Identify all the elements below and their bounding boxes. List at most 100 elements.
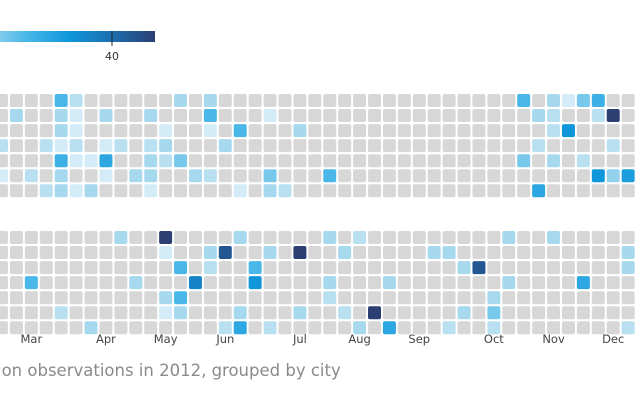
x-tick-label: Dec <box>602 332 624 346</box>
heatmap-cell-empty <box>308 291 322 305</box>
heatmap-cell-empty <box>293 321 307 335</box>
heatmap-cell-empty <box>561 321 575 335</box>
heatmap-cell-empty <box>233 276 247 290</box>
heatmap-cell-empty <box>84 109 98 123</box>
heatmap-cell-filled <box>606 169 620 183</box>
heatmap-cell-empty <box>24 261 38 275</box>
heatmap-cell-filled <box>69 139 83 153</box>
heatmap-cell-empty <box>532 306 546 320</box>
heatmap-cell-empty <box>532 124 546 138</box>
heatmap-cell-empty <box>188 94 202 107</box>
heatmap-cell-empty <box>99 231 113 244</box>
heatmap-cell-empty <box>0 276 8 290</box>
heatmap-cell-empty <box>427 306 441 320</box>
heatmap-cell-empty <box>263 94 277 107</box>
heatmap-cell-filled <box>442 246 456 260</box>
heatmap-cell-filled <box>576 276 590 290</box>
heatmap-cell-empty <box>144 94 158 107</box>
heatmap-cell-empty <box>174 124 188 138</box>
heatmap-cell-empty <box>517 139 531 153</box>
heatmap-cell-empty <box>308 261 322 275</box>
heatmap-cell-empty <box>576 139 590 153</box>
heatmap-cell-empty <box>323 184 337 198</box>
heatmap-cell-empty <box>24 154 38 168</box>
heatmap-cell-empty <box>39 154 53 168</box>
heatmap-cell-empty <box>144 261 158 275</box>
heatmap-cell-empty <box>412 231 426 244</box>
heatmap-cell-empty <box>427 169 441 183</box>
heatmap-cell-empty <box>9 291 23 305</box>
heatmap-cell-empty <box>382 94 396 107</box>
heatmap-cell-empty <box>427 139 441 153</box>
heatmap-cell-filled <box>532 109 546 123</box>
heatmap-cell-empty <box>442 124 456 138</box>
heatmap-cell-empty <box>114 94 128 107</box>
heatmap-cell-empty <box>561 261 575 275</box>
heatmap-cell-empty <box>517 246 531 260</box>
heatmap-cell-empty <box>382 246 396 260</box>
heatmap-cell-filled <box>248 276 262 290</box>
heatmap-cell-empty <box>9 124 23 138</box>
heatmap-cell-empty <box>248 124 262 138</box>
heatmap-cell-empty <box>84 246 98 260</box>
heatmap-cell-empty <box>144 231 158 244</box>
heatmap-cell-filled <box>233 124 247 138</box>
heatmap-cell-filled <box>84 321 98 335</box>
heatmap-cell-empty <box>278 231 292 244</box>
heatmap-cell-empty <box>24 321 38 335</box>
heatmap-cell-empty <box>248 94 262 107</box>
heatmap-cell-empty <box>472 246 486 260</box>
heatmap-cell-empty <box>263 154 277 168</box>
heatmap-cell-empty <box>338 231 352 244</box>
color-scale-bar <box>0 31 155 42</box>
heatmap-cell-empty <box>233 94 247 107</box>
heatmap-cell-empty <box>442 109 456 123</box>
heatmap-cell-empty <box>502 291 516 305</box>
heatmap-cell-filled <box>188 276 202 290</box>
heatmap-cell-empty <box>338 169 352 183</box>
heatmap-cell-filled <box>561 94 575 107</box>
heatmap-cell-empty <box>69 276 83 290</box>
heatmap-cell-empty <box>353 109 367 123</box>
heatmap-cell-empty <box>368 124 381 138</box>
heatmap-cell-empty <box>338 109 352 123</box>
heatmap-cell-empty <box>69 261 83 275</box>
heatmap-cell-empty <box>248 246 262 260</box>
heatmap-cell-empty <box>323 94 337 107</box>
heatmap-cell-empty <box>576 306 590 320</box>
heatmap-cell-empty <box>84 291 98 305</box>
heatmap-cell-empty <box>591 246 605 260</box>
heatmap-cell-empty <box>412 306 426 320</box>
heatmap-cell-empty <box>397 306 411 320</box>
heatmap-cell-filled <box>69 94 83 107</box>
heatmap-cell-empty <box>114 291 128 305</box>
heatmap-cell-empty <box>427 184 441 198</box>
heatmap-cell-filled <box>263 246 277 260</box>
heatmap-cell-empty <box>397 154 411 168</box>
heatmap-cell-empty <box>412 154 426 168</box>
heatmap-cell-empty <box>621 306 635 320</box>
heatmap-cell-empty <box>382 306 396 320</box>
heatmap-cell-filled <box>54 154 68 168</box>
heatmap-cell-empty <box>99 94 113 107</box>
heatmap-cell-empty <box>397 169 411 183</box>
heatmap-cell-filled <box>263 321 277 335</box>
heatmap-cell-empty <box>502 124 516 138</box>
heatmap-cell-filled <box>621 169 635 183</box>
heatmap-cell-empty <box>457 109 471 123</box>
heatmap-cell-empty <box>84 139 98 153</box>
heatmap-cell-filled <box>576 154 590 168</box>
heatmap-cell-empty <box>218 291 232 305</box>
heatmap-cell-empty <box>174 321 188 335</box>
heatmap-cell-empty <box>487 169 501 183</box>
heatmap-cell-filled <box>353 231 367 244</box>
heatmap-cell-empty <box>54 261 68 275</box>
heatmap-cell-empty <box>412 261 426 275</box>
heatmap-cell-empty <box>487 154 501 168</box>
heatmap-cell-empty <box>427 94 441 107</box>
heatmap-cell-empty <box>293 231 307 244</box>
heatmap-cell-filled <box>517 94 531 107</box>
heatmap-cell-empty <box>0 261 8 275</box>
heatmap-cell-empty <box>263 276 277 290</box>
heatmap-cell-empty <box>368 261 381 275</box>
